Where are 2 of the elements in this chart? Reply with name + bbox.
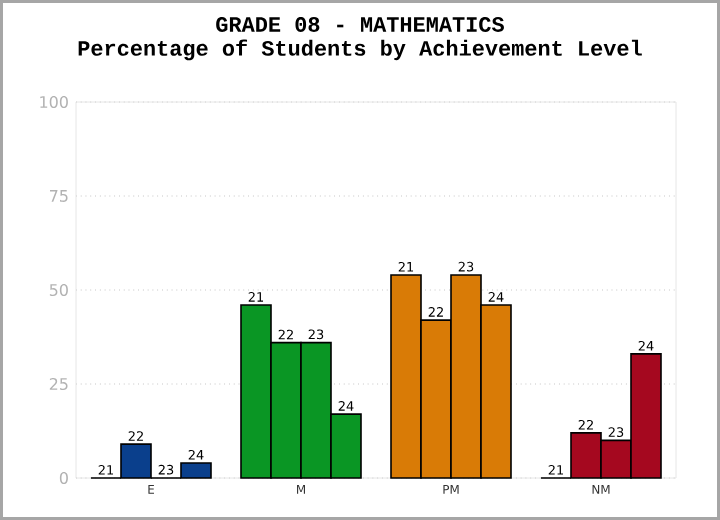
chart-subtitle: Percentage of Students by Achievement Level xyxy=(78,39,642,61)
chart-title: GRADE 08 - MATHEMATICS xyxy=(216,17,504,32)
